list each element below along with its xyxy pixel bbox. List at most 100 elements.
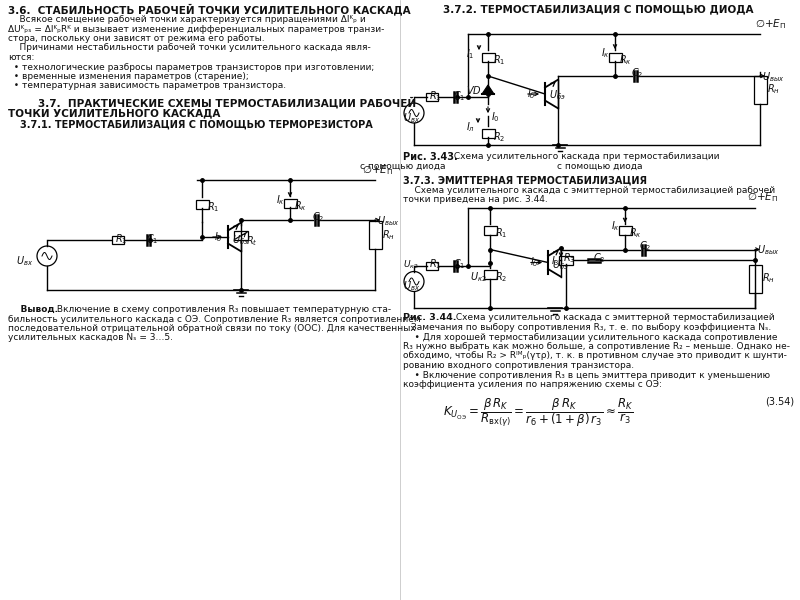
Text: Всякое смещение рабочей точки характеризуется приращениями ΔIᴷₚ и: Всякое смещение рабочей точки характериз… <box>8 15 366 24</box>
Text: • температурная зависимость параметров транзистора.: • температурная зависимость параметров т… <box>8 82 286 91</box>
Text: $R_1$: $R_1$ <box>207 200 219 214</box>
Text: $R_1$: $R_1$ <box>429 89 442 103</box>
Text: • временные изменения параметров (старение);: • временные изменения параметров (старен… <box>8 72 249 81</box>
Text: $C_2$: $C_2$ <box>631 66 643 80</box>
Text: $R_2$: $R_2$ <box>495 271 507 284</box>
Text: • технологические разбросы параметров транзисторов при изготовлении;: • технологические разбросы параметров тр… <box>8 62 374 71</box>
Text: $R_н$: $R_н$ <box>762 272 775 286</box>
Bar <box>426 262 438 269</box>
Text: $I_к$: $I_к$ <box>611 220 620 233</box>
Text: $R_1$: $R_1$ <box>493 53 506 67</box>
Text: • Включение сопротивления R₃ в цепь эмиттера приводит к уменьшению: • Включение сопротивления R₃ в цепь эмит… <box>403 370 770 379</box>
Text: $I_3$: $I_3$ <box>551 254 560 268</box>
Text: $I_л$: $I_л$ <box>466 120 475 134</box>
Bar <box>283 199 297 208</box>
Text: коэффициента усиления по напряжению схемы с ОЭ:: коэффициента усиления по напряжению схем… <box>403 380 662 389</box>
Text: бильность усилительного каскада с ОЭ. Сопротивление R₃ является сопротивлением: бильность усилительного каскада с ОЭ. Со… <box>8 314 421 323</box>
Bar <box>482 128 494 137</box>
Text: Вывод.: Вывод. <box>8 305 58 314</box>
Text: $R_1$: $R_1$ <box>115 232 127 246</box>
Bar <box>618 226 631 235</box>
Text: точки приведена на рис. 3.44.: точки приведена на рис. 3.44. <box>403 196 548 205</box>
Text: $\varnothing$+$E_\text{П}$: $\varnothing$+$E_\text{П}$ <box>362 163 393 177</box>
Text: $VD$: $VD$ <box>466 84 482 96</box>
Text: $U_{бэ}$: $U_{бэ}$ <box>232 233 249 247</box>
Text: Замечания по выбору сопротивления R₃, т. е. по выбору коэффициента Nₛ.: Замечания по выбору сопротивления R₃, т.… <box>411 323 771 332</box>
Text: $R_3$: $R_3$ <box>563 251 575 265</box>
Text: (3.54): (3.54) <box>765 396 794 406</box>
Text: Схема усилительного каскада с эмиттерной термостабилизацией: Схема усилительного каскада с эмиттерной… <box>453 313 774 323</box>
Text: с помощью диода: с помощью диода <box>558 162 642 171</box>
Text: $U_{вых}$: $U_{вых}$ <box>762 70 785 84</box>
Text: $C_1$: $C_1$ <box>146 232 158 246</box>
Text: $U_{вх}$: $U_{вх}$ <box>403 280 420 293</box>
Text: Рис. 3.43.: Рис. 3.43. <box>403 152 458 162</box>
Text: $\varnothing$+$E_\text{П}$: $\varnothing$+$E_\text{П}$ <box>755 17 786 31</box>
Text: ТОЧКИ УСИЛИТЕЛЬНОГО КАСКАДА: ТОЧКИ УСИЛИТЕЛЬНОГО КАСКАДА <box>8 108 220 118</box>
Text: Рис. 3.44.: Рис. 3.44. <box>403 313 457 323</box>
Bar <box>754 76 766 103</box>
Text: $K_{U_\text{ОЭ}} = \dfrac{\beta\, R_K}{R_{\text{вх}(\gamma)}} = \dfrac{\beta\, R: $K_{U_\text{ОЭ}} = \dfrac{\beta\, R_K}{R… <box>443 396 634 428</box>
Text: $U_{вх}$: $U_{вх}$ <box>16 254 34 268</box>
Text: 3.7.2. ТЕРМОСТАБИЛИЗАЦИЯ С ПОМОЩЬЮ ДИОДА: 3.7.2. ТЕРМОСТАБИЛИЗАЦИЯ С ПОМОЩЬЮ ДИОДА <box>443 4 754 14</box>
Text: $R_к$: $R_к$ <box>629 226 642 240</box>
Text: Причинами нестабильности рабочей точки усилительного каскада явля-: Причинами нестабильности рабочей точки у… <box>8 43 370 52</box>
Text: ΔUᴷₚₛ = ΔIᴷₚRᴷ и вызывает изменение дифференциальных параметров транзи-: ΔUᴷₚₛ = ΔIᴷₚRᴷ и вызывает изменение дифф… <box>8 25 384 34</box>
Text: $R_н$: $R_н$ <box>767 83 780 97</box>
Text: $R_1$: $R_1$ <box>495 226 507 240</box>
Text: 3.7.  ПРАКТИЧЕСКИЕ СХЕМЫ ТЕРМОСТАБИЛИЗАЦИИ РАБОЧЕЙ: 3.7. ПРАКТИЧЕСКИЕ СХЕМЫ ТЕРМОСТАБИЛИЗАЦИ… <box>38 97 416 109</box>
Text: усилительных каскадов Nₛ = 3…5.: усилительных каскадов Nₛ = 3…5. <box>8 334 173 343</box>
Text: $R_1$: $R_1$ <box>429 257 442 271</box>
Bar <box>483 226 497 235</box>
Text: 3.7.1. ТЕРМОСТАБИЛИЗАЦИЯ С ПОМОЩЬЮ ТЕРМОРЕЗИСТОРА: 3.7.1. ТЕРМОСТАБИЛИЗАЦИЯ С ПОМОЩЬЮ ТЕРМО… <box>20 120 373 130</box>
Text: обходимо, чтобы R₂ > Rᴵᴹₚ(γτρ), т. к. в противном случае это приводит к шунти-: обходимо, чтобы R₂ > Rᴵᴹₚ(γτρ), т. к. в … <box>403 352 787 361</box>
Text: 3.7.3. ЭМИТТЕРНАЯ ТЕРМОСТАБИЛИЗАЦИЯ: 3.7.3. ЭМИТТЕРНАЯ ТЕРМОСТАБИЛИЗАЦИЯ <box>403 176 647 186</box>
Text: $U_{вых}$: $U_{вых}$ <box>757 244 779 257</box>
Text: $C_2$: $C_2$ <box>312 210 324 224</box>
Text: $U_{вх}$: $U_{вх}$ <box>403 111 420 125</box>
Text: $C_1$: $C_1$ <box>453 257 466 271</box>
Text: $I_к$: $I_к$ <box>601 46 610 60</box>
Text: $\varnothing$+$E_\text{П}$: $\varnothing$+$E_\text{П}$ <box>747 191 778 205</box>
Text: 3.6.  СТАБИЛЬНОСТЬ РАБОЧЕЙ ТОЧКИ УСИЛИТЕЛЬНОГО КАСКАДА: 3.6. СТАБИЛЬНОСТЬ РАБОЧЕЙ ТОЧКИ УСИЛИТЕЛ… <box>8 4 410 16</box>
Text: $C_3$: $C_3$ <box>593 251 606 265</box>
Text: рованию входного сопротивления транзистора.: рованию входного сопротивления транзисто… <box>403 361 634 370</box>
Text: $R_к$: $R_к$ <box>294 199 307 213</box>
Text: $U_{к2}$: $U_{к2}$ <box>403 259 418 271</box>
Bar <box>483 270 497 279</box>
Text: $I_б$: $I_б$ <box>527 87 536 101</box>
Text: $I_к$: $I_к$ <box>276 193 285 207</box>
Bar <box>609 52 622 61</box>
Bar <box>559 256 573 265</box>
Text: R₃ нужно выбрать как можно больше, а сопротивление R₂ – меньше. Однако не-: R₃ нужно выбрать как можно больше, а соп… <box>403 342 790 351</box>
Text: $R_н$: $R_н$ <box>382 228 395 242</box>
Bar <box>234 231 248 240</box>
Text: $R_к$: $R_к$ <box>619 53 632 67</box>
Text: $U_{бэ}$: $U_{бэ}$ <box>549 88 566 102</box>
Bar <box>749 265 762 292</box>
Text: ются:: ются: <box>8 53 34 62</box>
Text: $R_t$: $R_t$ <box>246 233 258 247</box>
Text: $I_1$: $I_1$ <box>466 47 474 61</box>
Text: • Для хорошей термостабилизации усилительного каскада сопротивление: • Для хорошей термостабилизации усилител… <box>403 332 778 341</box>
Text: стора, поскольку они зависят от режима его работы.: стора, поскольку они зависят от режима е… <box>8 34 265 43</box>
Text: $I_0$: $I_0$ <box>491 110 500 124</box>
Text: $U_{бэ}$: $U_{бэ}$ <box>552 259 569 272</box>
Polygon shape <box>482 85 494 94</box>
Text: $I_б$: $I_б$ <box>530 256 539 269</box>
Text: Включение в схему сопротивления R₃ повышает температурную ста-: Включение в схему сопротивления R₃ повыш… <box>54 305 391 314</box>
Bar <box>482 52 494 61</box>
Text: $C_1$: $C_1$ <box>453 89 466 103</box>
Text: последовательной отрицательной обратной связи по току (ООС). Для качественных: последовательной отрицательной обратной … <box>8 324 416 333</box>
Bar <box>195 199 209 208</box>
Bar <box>426 93 438 101</box>
Bar <box>112 236 124 244</box>
Bar <box>369 221 382 249</box>
Text: $U_{вых}$: $U_{вых}$ <box>377 214 399 228</box>
Text: Схема усилительного каскада с эмиттерной термостабилизацией рабочей: Схема усилительного каскада с эмиттерной… <box>403 186 775 195</box>
Text: с помощью диода: с помощью диода <box>360 162 446 171</box>
Text: $U_{к2}$: $U_{к2}$ <box>470 271 487 284</box>
Text: $I_б$: $I_б$ <box>214 230 223 244</box>
Text: Схема усилительного каскада при термостабилизации: Схема усилительного каскада при термоста… <box>451 152 719 161</box>
Text: $C_2$: $C_2$ <box>639 239 651 253</box>
